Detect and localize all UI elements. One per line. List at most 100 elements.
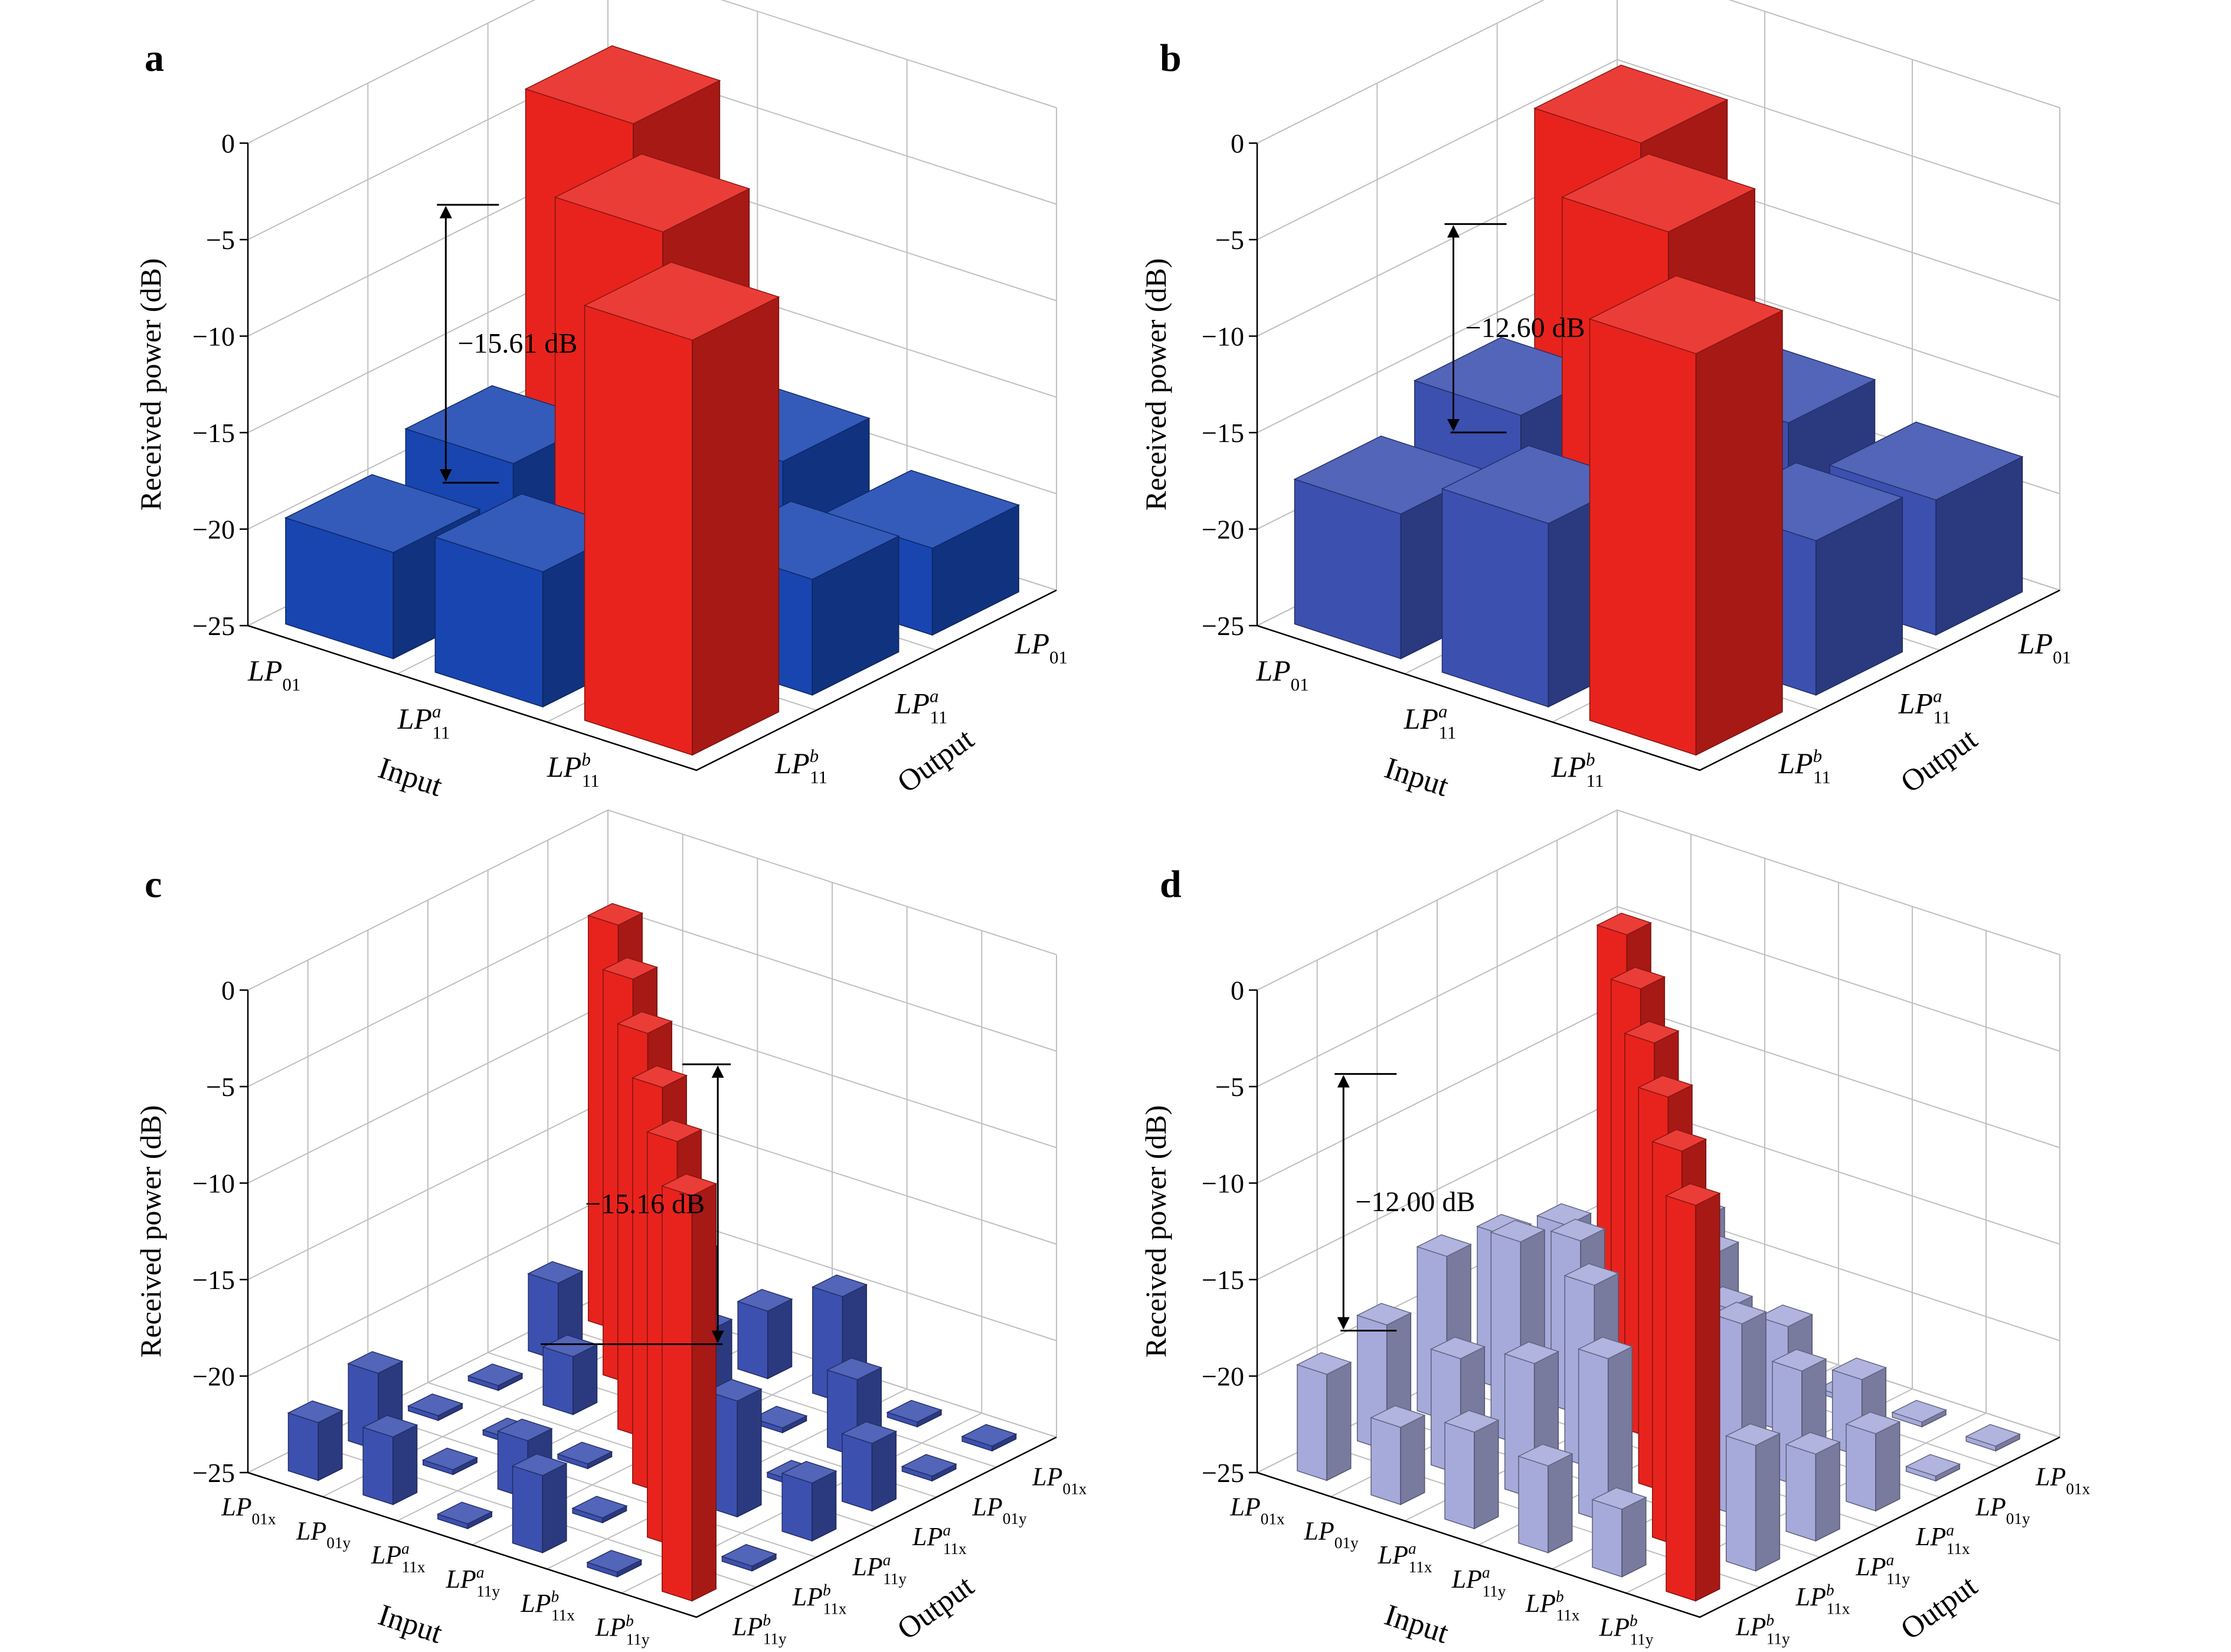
bar-face-right <box>1755 1432 1781 1572</box>
bar-top <box>542 1334 598 1357</box>
bar <box>511 1453 568 1554</box>
input-mode-label: LPb 11x <box>520 1588 575 1624</box>
bar-top <box>287 1400 344 1424</box>
bar-face-left <box>1785 1444 1817 1542</box>
bar-face-left <box>1441 488 1549 708</box>
bar-face-right <box>1815 1441 1840 1542</box>
bar-top <box>1828 421 2024 500</box>
bar-face-right <box>542 1463 567 1554</box>
bar-top <box>781 1461 838 1484</box>
bar <box>840 1421 898 1512</box>
output-mode-label: LPb 11x <box>792 1581 847 1618</box>
input-mode-label: LPb 11x <box>1525 1588 1580 1624</box>
z-tick-label: −20 <box>192 515 235 545</box>
bar-top <box>436 1501 493 1525</box>
bar-face-right <box>1326 1361 1352 1481</box>
bar-top <box>1725 1423 1781 1446</box>
bar <box>583 261 780 756</box>
input-mode-label: LP01 <box>247 654 300 695</box>
bar-top <box>1771 1349 1827 1372</box>
bar-top <box>811 1274 868 1297</box>
bar-top <box>721 1543 777 1567</box>
output-mode-label: LPa 11x <box>912 1521 967 1558</box>
input-mode-label: LP01x <box>221 1492 276 1527</box>
bar <box>421 1447 479 1476</box>
panel-letter: b <box>1160 37 1182 80</box>
bar-face-right <box>1875 1421 1900 1512</box>
input-mode-label: LPa 11 <box>1404 701 1457 743</box>
bar-top <box>601 957 659 980</box>
bar-top <box>631 1065 688 1088</box>
input-mode-label: LP01y <box>296 1516 351 1552</box>
z-tick-label: 0 <box>221 976 235 1006</box>
floor-edge <box>247 589 1057 771</box>
bar <box>721 1543 777 1572</box>
bar <box>1845 1411 1901 1512</box>
output-mode-label: LP01 <box>1015 627 1068 668</box>
bar-face-right <box>1695 309 1783 756</box>
bar-top <box>1785 1432 1841 1455</box>
bar-top <box>1517 1444 1574 1467</box>
bar-top <box>1490 1219 1546 1243</box>
bar <box>436 1501 493 1530</box>
bar <box>1588 275 1784 756</box>
annotation: −15.16 dB <box>541 1063 731 1345</box>
bar <box>901 1454 957 1482</box>
panel-letter: a <box>145 37 164 80</box>
input-tick-labels: LP01 LPa 11 LPb 11 <box>1255 654 1604 791</box>
input-mode-label: LPa 11 <box>397 701 450 743</box>
bars <box>284 45 1020 756</box>
z-tick-label: −10 <box>1202 1169 1244 1199</box>
bar-top <box>1561 153 1756 233</box>
bar-top <box>1416 1234 1472 1257</box>
z-tick-label: −10 <box>1202 322 1244 352</box>
bar-face-left <box>1589 318 1697 756</box>
bar <box>586 1549 643 1578</box>
bar-top <box>1596 912 1652 935</box>
bar-top <box>1831 1357 1887 1381</box>
bar-top <box>1905 1454 1961 1477</box>
bar-top <box>1533 64 1729 144</box>
bar-top <box>751 1405 808 1429</box>
bar-top <box>1711 1301 1767 1324</box>
bar-face-right <box>691 1183 717 1602</box>
z-tick-label: −15 <box>1202 418 1244 448</box>
bar-top <box>1665 1183 1721 1206</box>
bar-face-left <box>842 1433 873 1512</box>
z-tick-labels: 0 −5 −10 −15 −20 −25 <box>192 976 248 1488</box>
bar-face-right <box>692 296 780 756</box>
bar-face-right <box>392 1424 418 1506</box>
bar <box>1965 1424 2021 1452</box>
z-tick-label: −10 <box>192 1169 235 1199</box>
bar <box>557 1441 613 1470</box>
bar-face-right <box>1548 1453 1573 1554</box>
annotation: −15.61 dB <box>437 204 577 484</box>
bar-top <box>587 902 644 926</box>
bar-top <box>1610 966 1666 990</box>
bar-top <box>1563 1263 1620 1286</box>
grid-line <box>1257 809 2060 991</box>
output-mode-label: LP01 <box>2018 627 2071 668</box>
bar-top <box>1591 1487 1647 1510</box>
output-axis-label: Output <box>1895 722 1984 799</box>
panel-c: 0 −5 −10 −15 −20 −25 Received power (dB) c LP01x… <box>134 809 1087 1650</box>
z-tick-label: −5 <box>206 1072 235 1102</box>
output-mode-label: LPb 11y <box>1735 1611 1790 1648</box>
annotation-label: −15.61 dB <box>457 328 577 359</box>
floor-edge <box>247 1436 1057 1618</box>
bar <box>961 1424 1018 1452</box>
bar-top <box>496 1418 553 1441</box>
bar-top <box>511 1453 568 1476</box>
output-mode-label: LP01x <box>2035 1462 2091 1497</box>
bar-top <box>646 1119 703 1142</box>
bar-top <box>586 1549 643 1573</box>
input-mode-label: LPa 11y <box>1451 1563 1506 1600</box>
bar-face-left <box>737 1301 768 1379</box>
z-tick-label: −5 <box>1215 225 1244 255</box>
output-mode-label: LPb 11x <box>1795 1581 1850 1618</box>
bar-top <box>1891 1399 1947 1423</box>
z-tick-label: −10 <box>192 322 235 352</box>
grid-line <box>247 809 1057 991</box>
z-axis-label: Received power (dB) <box>134 258 167 511</box>
